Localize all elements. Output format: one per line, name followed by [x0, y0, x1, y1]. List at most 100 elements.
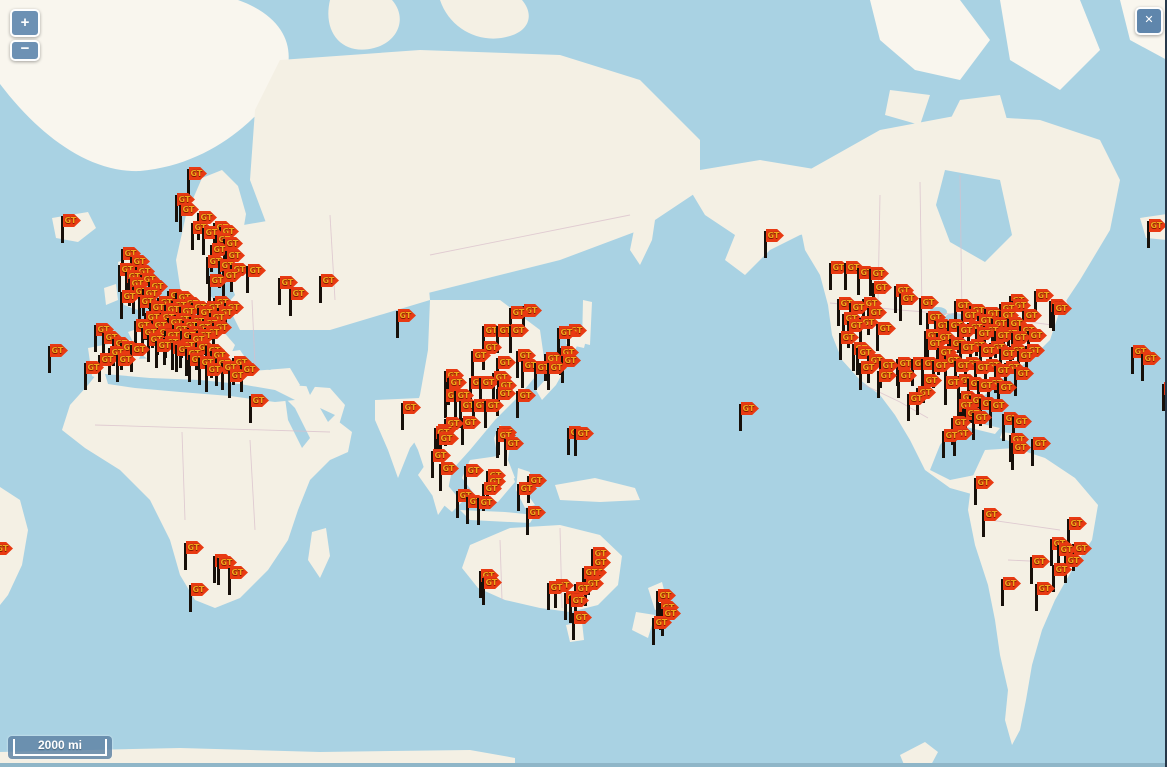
map-flag-marker[interactable]: GT	[1011, 441, 1031, 470]
map-flag-marker[interactable]: GT	[1141, 352, 1161, 381]
map-flag-marker[interactable]: GT	[461, 416, 481, 445]
flag-pennant: GT	[996, 364, 1014, 377]
flag-pennant: GT	[280, 276, 298, 289]
flag-pole	[837, 299, 840, 326]
flag-pennant: GT	[132, 343, 150, 356]
map-flag-marker[interactable]: GT	[1030, 555, 1050, 584]
map-flag-marker[interactable]: GT	[859, 361, 879, 390]
map-flag-marker[interactable]: GT	[574, 427, 594, 456]
flag-pole	[175, 345, 178, 372]
map-flag-marker[interactable]: GT	[228, 566, 248, 595]
flag-pennant: GT	[999, 381, 1017, 394]
zoom-in-button[interactable]: +	[10, 9, 40, 37]
map-flag-marker[interactable]: GT	[477, 496, 497, 525]
flag-pole	[179, 205, 182, 232]
map-flag-marker[interactable]: GT	[471, 349, 491, 378]
map-flag-marker[interactable]: GT	[876, 322, 896, 351]
map-flag-marker[interactable]: GT	[899, 292, 919, 321]
map-flag-marker[interactable]: GT	[877, 369, 897, 398]
map-flag-marker[interactable]: GT	[401, 401, 421, 430]
map-flag-marker[interactable]: GT	[155, 339, 175, 368]
map-flag-marker[interactable]: GT	[872, 281, 892, 310]
flag-pennant: GT	[766, 229, 784, 242]
flag-pole	[48, 346, 51, 373]
map-flag-marker[interactable]: GT	[228, 369, 248, 398]
map-flag-marker[interactable]: GT	[557, 326, 577, 355]
flag-pole	[924, 331, 927, 358]
map-flag-marker[interactable]: GT	[439, 462, 459, 491]
map-flag-marker[interactable]: GT	[48, 344, 68, 373]
map-flag-marker[interactable]: GT	[396, 309, 416, 338]
map-flag-marker[interactable]: GT	[1001, 577, 1021, 606]
flag-pole	[289, 289, 292, 316]
flag-pole	[246, 266, 249, 293]
flag-pole	[191, 223, 194, 250]
flag-pole	[94, 325, 97, 352]
map-flag-marker[interactable]: GT	[526, 506, 546, 535]
map-flag-marker[interactable]: GT	[187, 167, 207, 196]
map-flag-marker[interactable]: GT	[1052, 302, 1072, 331]
map-flag-marker[interactable]: GT	[1034, 289, 1054, 318]
zoom-out-button[interactable]: −	[10, 40, 40, 61]
map-flag-marker[interactable]: GT	[278, 276, 298, 305]
map-flag-marker[interactable]: GT	[482, 576, 502, 605]
map-flag-marker[interactable]: GT	[959, 341, 979, 370]
map-flag-marker[interactable]: GT	[509, 306, 529, 335]
map-flag-marker[interactable]: GT	[246, 264, 266, 293]
flag-pole	[1049, 301, 1052, 328]
flag-pole	[496, 326, 499, 353]
map-flag-marker[interactable]: GT	[739, 402, 759, 431]
flag-pennant: GT	[519, 482, 537, 495]
flag-pennant: GT	[199, 211, 217, 224]
map-flag-marker[interactable]: GT	[522, 304, 542, 333]
map-flag-marker[interactable]: GT	[208, 274, 228, 303]
map-flag-marker[interactable]: GT	[189, 583, 209, 612]
map-flag-marker[interactable]: GT	[516, 349, 536, 378]
map-flag-marker[interactable]: GT	[974, 476, 994, 505]
map-flag-marker[interactable]: GT	[972, 411, 992, 440]
map-flag-marker[interactable]: GT	[205, 363, 225, 392]
map-flag-marker[interactable]: GT	[982, 508, 1002, 537]
map-flag-marker[interactable]: GT	[84, 361, 104, 390]
map-flag-marker[interactable]: GT	[954, 359, 974, 388]
flag-pole	[125, 272, 128, 299]
map-flag-marker[interactable]: GT	[516, 389, 536, 418]
close-map-button[interactable]: ✕	[1135, 7, 1163, 35]
map-flag-marker[interactable]: GT	[652, 616, 672, 645]
map-flag-marker[interactable]: GT	[249, 394, 269, 423]
map-flag-marker[interactable]: GT	[1031, 437, 1051, 466]
map-flag-marker[interactable]: GT	[942, 429, 962, 458]
map-flag-marker[interactable]: GT	[1035, 582, 1055, 611]
flag-pole	[969, 341, 972, 368]
map-flag-marker[interactable]: GT	[907, 392, 927, 421]
flag-pennant: GT	[921, 296, 939, 309]
map-flag-marker[interactable]: GT	[839, 331, 859, 360]
flag-pennant: GT	[486, 399, 504, 412]
map-flag-marker[interactable]: GT	[974, 361, 994, 390]
map-flag-marker[interactable]: GT	[184, 541, 204, 570]
flag-pole	[919, 298, 922, 325]
flag-pole	[869, 269, 872, 296]
map-flag-marker[interactable]: GT	[175, 193, 195, 222]
map-flag-marker[interactable]: GT	[504, 437, 524, 466]
map-flag-marker[interactable]: GT	[289, 287, 309, 316]
map-flag-marker[interactable]: GT	[484, 399, 504, 428]
map-flag-marker[interactable]: GT	[764, 229, 784, 258]
map-flag-marker[interactable]: GT	[1014, 367, 1034, 396]
map-flag-marker[interactable]: GT	[179, 203, 199, 232]
map-flag-marker[interactable]: GT	[0, 542, 13, 571]
map-flag-marker[interactable]: GT	[319, 274, 339, 303]
map-flag-marker[interactable]: GT	[61, 214, 81, 243]
map-flag-marker[interactable]: GT	[509, 324, 529, 353]
map-flag-marker[interactable]: GT	[1052, 563, 1072, 592]
map-flag-marker[interactable]: GT	[547, 361, 567, 390]
map-flag-marker[interactable]: GT	[572, 611, 592, 640]
flag-pennant: GT	[433, 449, 451, 462]
map-flag-marker[interactable]: GT	[919, 296, 939, 325]
map-flag-marker[interactable]: GT	[120, 290, 140, 319]
map-flag-marker[interactable]: GT	[869, 267, 889, 296]
map-flag-marker[interactable]: GT	[979, 344, 999, 373]
map-flag-marker[interactable]: GT	[1147, 219, 1167, 248]
map-flag-marker[interactable]: GT	[116, 353, 136, 382]
